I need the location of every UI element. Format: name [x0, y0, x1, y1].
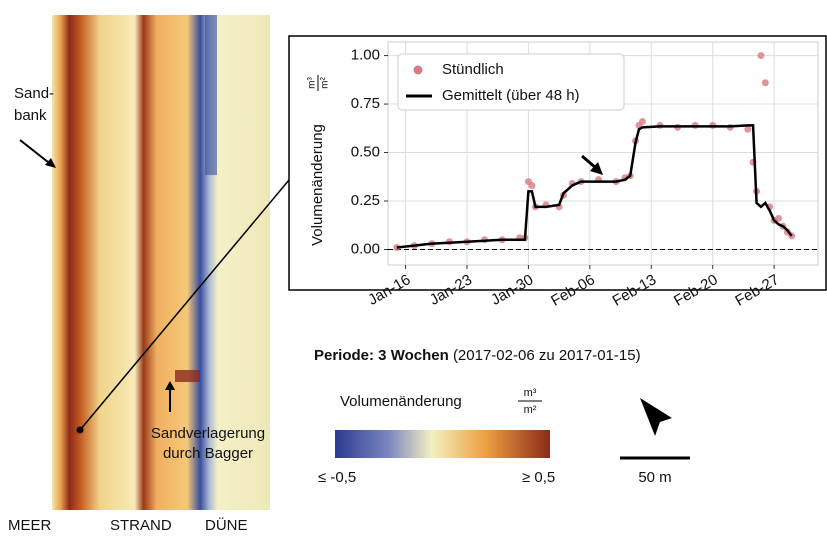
- map-feature: [175, 370, 200, 382]
- map-label: Sand-: [14, 85, 54, 102]
- map-label: durch Bagger: [163, 445, 253, 462]
- zone-label: STRAND: [110, 517, 172, 534]
- data-point: [744, 126, 751, 133]
- legend-marker: [414, 66, 423, 75]
- scale-label: 50 m: [638, 469, 671, 486]
- data-point: [762, 79, 769, 86]
- period-text: Periode: 3 Wochen (2017-02-06 zu 2017-01…: [314, 347, 641, 364]
- colorbar-title: Volumenänderung: [340, 393, 462, 410]
- location-dot: [77, 427, 84, 434]
- north-arrow: [640, 398, 672, 436]
- y-tick-label: 0.75: [351, 95, 380, 112]
- data-point: [639, 118, 646, 125]
- legend-label: Stündlich: [442, 61, 504, 78]
- y-tick-label: 0.50: [351, 143, 380, 160]
- colorbar-unit: m³: [524, 387, 537, 399]
- legend-label: Gemittelt (über 48 h): [442, 87, 580, 104]
- colorbar-unit: m²: [524, 404, 537, 416]
- zone-label: MEER: [8, 517, 52, 534]
- map-feature: [205, 15, 217, 175]
- colorbar-label: ≥ 0,5: [522, 469, 555, 486]
- y-tick-label: 0.00: [351, 240, 380, 257]
- y-tick-label: 0.25: [351, 192, 380, 209]
- y-axis-unit: m²: [320, 77, 331, 89]
- y-axis-unit: m³: [307, 77, 318, 89]
- map-label: Sandverlagerung: [151, 425, 265, 442]
- colorbar-label: ≤ -0,5: [318, 469, 356, 486]
- map-label: bank: [14, 107, 47, 124]
- figure: Sand- bank Sandverlagerung durch Bagger …: [0, 0, 827, 538]
- zone-label: DÜNE: [205, 516, 248, 534]
- y-tick-label: 1.00: [351, 47, 380, 64]
- y-axis-label: Volumenänderung: [309, 124, 326, 246]
- data-point: [528, 182, 535, 189]
- colorbar: [335, 430, 550, 458]
- data-point: [757, 52, 764, 59]
